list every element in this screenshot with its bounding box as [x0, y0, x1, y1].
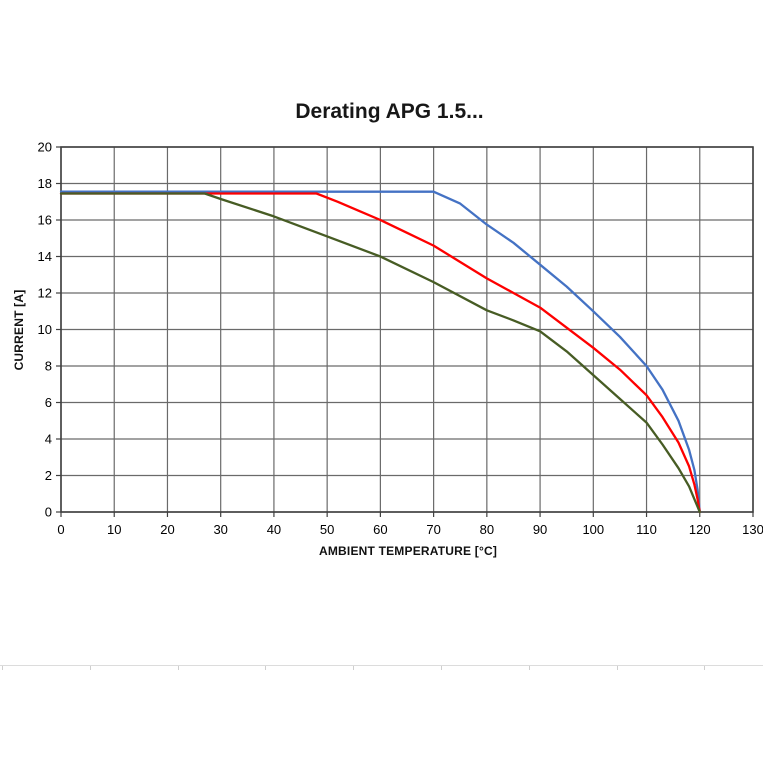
y-tick-label: 18 [38, 176, 52, 191]
y-tick-label: 16 [38, 213, 52, 228]
series-line-2-polig [59, 190, 701, 514]
x-tick-label: 60 [373, 522, 387, 537]
x-tick-label: 80 [480, 522, 494, 537]
ruler-tick [177, 666, 179, 670]
series-line-5-polig [59, 192, 701, 514]
chart-title: Derating APG 1.5... [295, 100, 484, 123]
x-tick-label: 100 [582, 522, 604, 537]
x-tick-label: 130 [742, 522, 763, 537]
series-line-10-polig [59, 192, 701, 514]
x-tick-label: 10 [107, 522, 121, 537]
legend: 2-polig 5-polig 10-polig [0, 575, 763, 670]
ruler-tick [265, 666, 267, 670]
y-tick-label: 20 [38, 140, 52, 155]
ruler-tick [528, 666, 530, 670]
x-tick-label: 0 [57, 522, 64, 537]
y-axis-title: CURRENT [A] [12, 289, 26, 371]
y-tick-label: 8 [45, 359, 52, 374]
ruler-tick [2, 666, 3, 670]
bottom-ruler-line [0, 665, 763, 672]
x-tick-label: 30 [213, 522, 227, 537]
ruler-tick [616, 666, 618, 670]
y-tick-label: 12 [38, 286, 52, 301]
y-tick-label: 0 [45, 505, 52, 520]
x-axis-title: AMBIENT TEMPERATURE [°C] [318, 544, 498, 558]
x-tick-label: 50 [320, 522, 334, 537]
ruler-tick [353, 666, 355, 670]
x-tick-label: 120 [689, 522, 711, 537]
y-tick-label: 2 [45, 468, 52, 483]
x-tick-label: 40 [267, 522, 281, 537]
x-tick-label: 90 [533, 522, 547, 537]
ruler-tick [89, 666, 91, 670]
ruler-tick [441, 666, 442, 670]
y-tick-label: 6 [45, 395, 52, 410]
ruler-tick [704, 666, 706, 670]
y-tick-label: 4 [45, 432, 52, 447]
x-tick-label: 20 [160, 522, 174, 537]
y-tick-label: 14 [38, 249, 52, 264]
plot-border [60, 146, 754, 513]
x-tick-label: 110 [636, 522, 657, 537]
x-tick-label: 70 [426, 522, 440, 537]
y-tick-label: 10 [38, 322, 52, 337]
